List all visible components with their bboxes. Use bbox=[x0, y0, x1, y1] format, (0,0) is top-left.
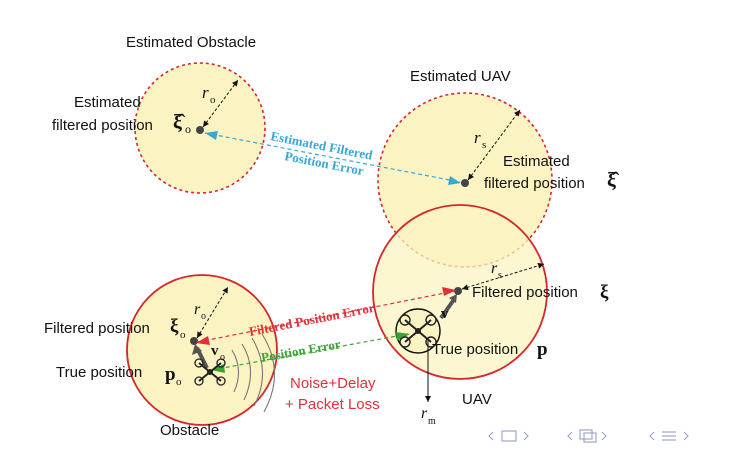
p-symbol: p bbox=[537, 339, 548, 360]
noise-label-1: Noise+Delay bbox=[290, 375, 376, 392]
uav-label: UAV bbox=[462, 391, 492, 408]
obstacle-est-filtered-label-1: Estimated bbox=[74, 94, 141, 111]
obstacle-est-filtered-label-2: filtered position bbox=[52, 117, 153, 134]
obstacle-velocity-label: v bbox=[211, 343, 219, 359]
obstacle-filtered-center bbox=[190, 337, 198, 345]
uav-velocity-label: v bbox=[441, 306, 449, 322]
uav-radius-s bbox=[461, 262, 545, 291]
uav-velocity-arrow bbox=[439, 294, 457, 320]
uav-radius-s-sub: s bbox=[498, 270, 502, 281]
obstacle-velocity-sub: o bbox=[220, 352, 225, 363]
uav-true-position-label: True position bbox=[432, 341, 518, 358]
estimated-uav-center bbox=[461, 179, 469, 187]
obstacle-radius-sub: o bbox=[201, 311, 206, 322]
obstacle-label: Obstacle bbox=[160, 422, 219, 439]
noise-signal-waves bbox=[231, 333, 276, 413]
obstacle-velocity-arrow bbox=[192, 344, 209, 369]
uav-quadrotor-icon bbox=[399, 314, 437, 348]
xi-symbol: ξ bbox=[600, 282, 609, 303]
estimated-obstacle-center bbox=[196, 126, 204, 134]
p-o-sub: o bbox=[176, 376, 182, 388]
estimated-filtered-error-arrow bbox=[204, 131, 461, 185]
uav-radius-m-sub: m bbox=[428, 416, 436, 427]
position-error-arrow bbox=[211, 332, 410, 373]
obstacle-quadrotor-icon bbox=[194, 358, 226, 386]
uav-est-filtered-label-2: filtered position bbox=[484, 175, 585, 192]
obstacle-est-radius-r: r bbox=[202, 83, 209, 102]
xi-hat-symbol: ξ̂ bbox=[607, 169, 620, 191]
uav-radius-s-r: r bbox=[491, 260, 498, 277]
obstacle-radius-r: r bbox=[194, 301, 201, 318]
slide-navigation bbox=[488, 429, 689, 443]
xi-o-sub: o bbox=[180, 329, 186, 341]
uav-filtered-center bbox=[454, 287, 462, 295]
xi-hat-o-sub: o bbox=[185, 122, 191, 136]
obstacle-true-position-label: True position bbox=[56, 364, 142, 381]
filtered-position-error-arrow bbox=[196, 287, 456, 345]
obstacle-est-radius-sub: o bbox=[210, 94, 216, 106]
estimated-uav-radius bbox=[467, 109, 521, 181]
uav-est-radius-r: r bbox=[474, 128, 481, 147]
nav-section-icon[interactable] bbox=[649, 431, 689, 441]
uav-est-filtered-label-1: Estimated bbox=[503, 153, 570, 170]
p-o-symbol: p bbox=[165, 364, 176, 385]
xi-o-symbol: ξ bbox=[170, 316, 179, 337]
nav-frame-icon[interactable] bbox=[488, 430, 529, 442]
obstacle-disk bbox=[126, 274, 278, 426]
uav-est-radius-sub: s bbox=[482, 139, 486, 151]
noise-label-2: + Packet Loss bbox=[285, 396, 380, 413]
estimated-uav-title: Estimated UAV bbox=[410, 68, 511, 85]
estimated-obstacle-title: Estimated Obstacle bbox=[126, 34, 256, 51]
nav-subsection-icon[interactable] bbox=[567, 429, 607, 443]
obstacle-filtered-position-label: Filtered position bbox=[44, 320, 150, 337]
uav-radius-m-r: r bbox=[421, 405, 428, 422]
uav-filtered-position-label: Filtered position bbox=[472, 284, 578, 301]
